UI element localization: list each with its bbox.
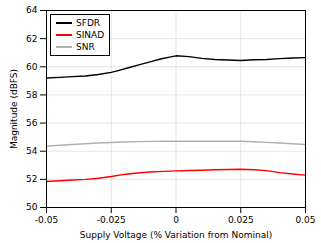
svg-text:Magnitude (dBFS): Magnitude (dBFS)	[9, 69, 19, 149]
svg-text:0.05: 0.05	[295, 215, 315, 225]
svg-text:52: 52	[26, 174, 37, 184]
svg-text:64: 64	[26, 5, 38, 15]
svg-text:-0.025: -0.025	[97, 215, 126, 225]
svg-text:54: 54	[26, 146, 38, 156]
svg-text:50: 50	[26, 202, 38, 212]
svg-text:0.025: 0.025	[228, 215, 254, 225]
svg-text:58: 58	[26, 90, 38, 100]
svg-text:60: 60	[26, 62, 38, 72]
svg-text:Supply Voltage (% Variation fr: Supply Voltage (% Variation from Nominal…	[80, 230, 272, 240]
svg-text:-0.05: -0.05	[35, 215, 58, 225]
svg-text:0: 0	[173, 215, 179, 225]
html-text:SNR: SNR	[76, 42, 95, 52]
svg-text:62: 62	[26, 34, 37, 44]
html-text:SINAD: SINAD	[76, 30, 105, 40]
svg-text:56: 56	[26, 118, 38, 128]
html-text:SFDR: SFDR	[76, 18, 101, 28]
